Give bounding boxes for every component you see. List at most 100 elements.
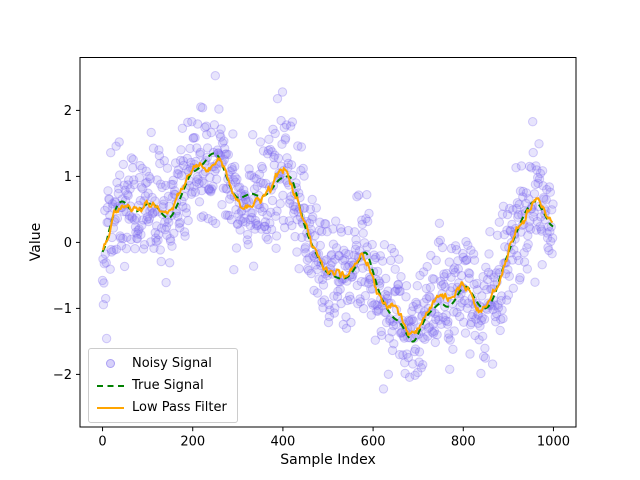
- scatter-point: [230, 161, 240, 172]
- scatter-point: [186, 189, 197, 199]
- scatter-point: [196, 102, 206, 112]
- scatter-point: [322, 227, 332, 237]
- scatter-point: [239, 213, 249, 224]
- scatter-point: [104, 194, 115, 205]
- scatter-point: [410, 344, 421, 354]
- scatter-point: [384, 333, 394, 343]
- scatter-point: [369, 250, 379, 260]
- scatter-point: [141, 166, 152, 176]
- scatter-point: [277, 139, 287, 149]
- scatter-point: [343, 225, 353, 236]
- scatter-point: [268, 124, 278, 135]
- scatter-point: [440, 282, 450, 292]
- scatter-point: [192, 172, 202, 182]
- scatter-point: [546, 222, 556, 232]
- scatter-point: [429, 326, 440, 336]
- scatter-point: [397, 327, 407, 337]
- scatter-point: [241, 217, 251, 227]
- scatter-point: [178, 156, 189, 166]
- scatter-point: [403, 352, 413, 363]
- scatter-point: [273, 153, 284, 163]
- scatter-point: [186, 157, 196, 168]
- scatter-point: [205, 172, 215, 183]
- scatter-point: [505, 225, 515, 236]
- scatter-point: [279, 122, 289, 133]
- scatter-point: [245, 214, 255, 225]
- scatter-point: [479, 281, 489, 291]
- scatter-point: [361, 214, 371, 224]
- scatter-point: [455, 311, 465, 322]
- scatter-point: [468, 249, 479, 259]
- scatter-point: [262, 149, 273, 159]
- scatter-point: [471, 314, 481, 324]
- scatter-point: [472, 278, 482, 289]
- scatter-point: [375, 251, 385, 261]
- scatter-point: [211, 174, 222, 184]
- scatter-point: [393, 280, 403, 290]
- scatter-point: [491, 268, 501, 278]
- x-axis-label: Sample Index: [280, 452, 376, 468]
- scatter-point: [155, 158, 165, 169]
- scatter-point: [251, 174, 261, 184]
- scatter-point: [254, 169, 265, 180]
- scatter-point: [529, 207, 539, 217]
- scatter-point: [133, 225, 143, 236]
- scatter-point: [433, 237, 444, 248]
- scatter-point: [121, 207, 131, 217]
- scatter-point: [314, 274, 324, 284]
- scatter-point: [381, 273, 391, 284]
- scatter-point: [320, 219, 330, 229]
- scatter-point: [542, 233, 553, 243]
- scatter-point: [249, 184, 260, 194]
- scatter-point: [119, 180, 129, 190]
- scatter-point: [243, 229, 253, 240]
- scatter-point: [426, 250, 436, 261]
- scatter-point: [287, 117, 298, 127]
- scatter-point: [176, 170, 187, 181]
- x-tick-label: 600: [361, 435, 386, 450]
- scatter-point: [306, 268, 316, 279]
- scatter-point: [260, 217, 270, 227]
- scatter-point: [262, 224, 272, 235]
- scatter-point: [166, 179, 176, 190]
- scatter-point: [220, 143, 230, 154]
- scatter-point: [349, 250, 359, 260]
- scatter-point: [179, 227, 190, 237]
- noisy-signal-points: [97, 71, 558, 394]
- scatter-point: [298, 163, 308, 174]
- scatter-point: [358, 228, 368, 238]
- scatter-point: [525, 224, 536, 234]
- scatter-point: [289, 208, 299, 218]
- scatter-point: [524, 194, 534, 204]
- scatter-point: [351, 235, 361, 245]
- scatter-point: [378, 384, 389, 394]
- scatter-point: [182, 153, 193, 164]
- scatter-point: [358, 303, 369, 314]
- scatter-point: [188, 133, 199, 143]
- scatter-point: [499, 230, 509, 240]
- scatter-point: [389, 247, 399, 258]
- scatter-point: [428, 319, 438, 329]
- scatter-point: [537, 226, 547, 236]
- scatter-point: [422, 261, 432, 272]
- scatter-point: [326, 250, 337, 260]
- scatter-point: [212, 145, 223, 155]
- scatter-point: [153, 229, 164, 240]
- scatter-point: [444, 257, 454, 267]
- scatter-point: [346, 317, 356, 328]
- scatter-point: [428, 328, 439, 338]
- scatter-point: [324, 311, 335, 322]
- scatter-point: [352, 280, 362, 291]
- scatter-point: [107, 199, 118, 209]
- scatter-point: [250, 224, 260, 234]
- scatter-point: [427, 327, 437, 337]
- scatter-point: [324, 299, 334, 310]
- scatter-point: [519, 257, 530, 267]
- scatter-point: [394, 286, 404, 296]
- scatter-point: [243, 239, 253, 250]
- scatter-point: [466, 317, 477, 328]
- scatter-point: [528, 117, 538, 127]
- scatter-point: [210, 166, 220, 176]
- scatter-point: [227, 165, 238, 175]
- scatter-point: [424, 291, 434, 301]
